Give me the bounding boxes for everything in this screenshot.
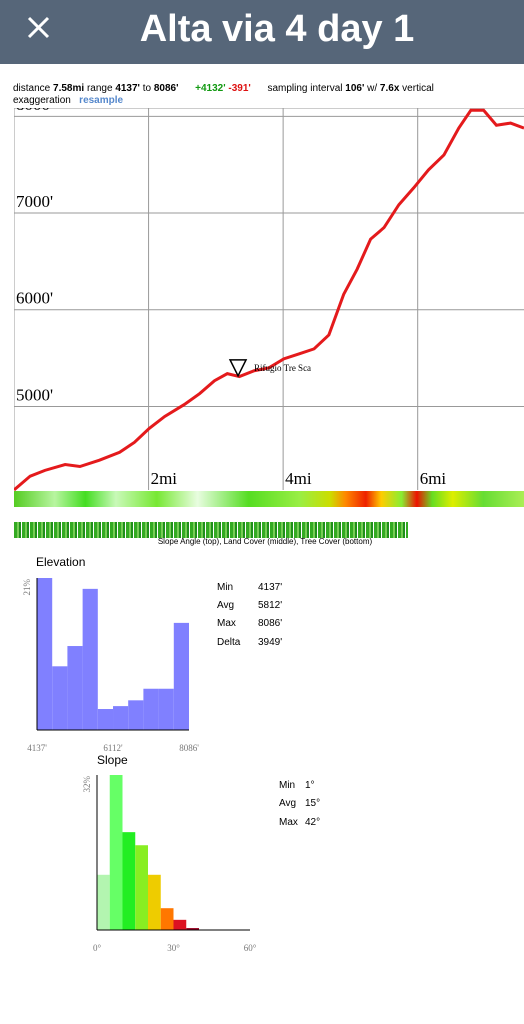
bar: [109, 775, 123, 930]
loss: -391': [228, 83, 251, 94]
stat-label: vertical: [402, 83, 434, 94]
stat-value: 5812': [258, 600, 283, 611]
y-tick-label: 6000': [16, 289, 53, 308]
x-tick-label: 0°: [93, 943, 102, 953]
bar: [122, 832, 136, 930]
stat-value: 3949': [258, 637, 283, 648]
y-tick-label: 21%: [22, 579, 32, 596]
slope-strip: [14, 491, 524, 507]
stat-value: 15°: [305, 798, 321, 809]
bar: [135, 845, 148, 930]
bar: [148, 874, 161, 930]
x-tick-label: 30°: [167, 943, 180, 953]
y-tick-label: 5000': [16, 385, 53, 404]
strip-caption: Slope Angle (top), Land Cover (middle), …: [157, 537, 373, 546]
bar: [67, 646, 83, 730]
app-header: Alta via 4 day 1: [0, 0, 524, 64]
bar: [173, 919, 187, 930]
bar: [158, 688, 174, 730]
bar: [128, 700, 144, 730]
x-tick-label: 4137': [27, 743, 47, 753]
stat-value: 7.58mi: [53, 83, 85, 94]
x-tick-label: 6mi: [420, 469, 447, 488]
stat-value: 42°: [305, 817, 321, 828]
elevation-line: [14, 108, 524, 491]
track-stats: distance 7.58mi range 4137' to 8086' +41…: [13, 83, 513, 107]
stat-label: Min: [217, 582, 234, 593]
stat-value: 4137': [258, 582, 283, 593]
bar: [97, 874, 110, 930]
bar: [186, 928, 199, 930]
cover-strip: [14, 522, 408, 538]
stat-label: w/: [367, 83, 378, 94]
bar: [97, 709, 114, 730]
bar: [82, 588, 98, 730]
stat-label: distance: [13, 83, 51, 94]
x-tick-label: 8086': [179, 743, 199, 753]
bar: [52, 666, 68, 730]
bar: [143, 688, 159, 730]
stat-label: Max: [279, 817, 298, 828]
x-tick-label: 4mi: [285, 469, 312, 488]
y-tick-label: 7000': [16, 192, 53, 211]
page-title: Alta via 4 day 1: [139, 8, 415, 50]
bar: [173, 622, 189, 730]
x-tick-label: 2mi: [151, 469, 178, 488]
stat-label: exaggeration: [13, 95, 71, 106]
x-tick-label: 6112': [103, 743, 123, 753]
stat-label: Avg: [279, 798, 297, 809]
histogram-title: Slope: [97, 753, 128, 767]
close-button[interactable]: [0, 0, 60, 64]
stat-label: range: [86, 83, 113, 94]
waypoint-label: Rifugio Tre Sca: [254, 363, 311, 373]
resample-link[interactable]: resample: [79, 95, 124, 106]
stat-value: 4137': [115, 83, 140, 94]
waypoint-marker: [228, 359, 248, 378]
stat-value: 8086': [258, 618, 283, 629]
stat-label: Delta: [217, 637, 241, 648]
stat-label: Max: [217, 618, 236, 629]
stat-label: to: [142, 83, 152, 94]
stat-label: Min: [279, 780, 296, 791]
bar: [160, 908, 174, 930]
bar: [113, 706, 129, 730]
x-tick-label: 60°: [244, 943, 257, 953]
stat-value: 7.6x: [379, 83, 400, 94]
histogram-title: Elevation: [36, 555, 85, 569]
stat-value: 8086': [153, 83, 179, 94]
stat-label: Avg: [217, 600, 235, 611]
bar: [37, 578, 53, 730]
stat-label: sampling interval: [267, 83, 343, 94]
y-tick-label: 32%: [82, 776, 92, 793]
gain: +4132': [195, 83, 226, 94]
stat-value: 106': [345, 83, 365, 94]
stat-value: 1°: [305, 780, 315, 791]
